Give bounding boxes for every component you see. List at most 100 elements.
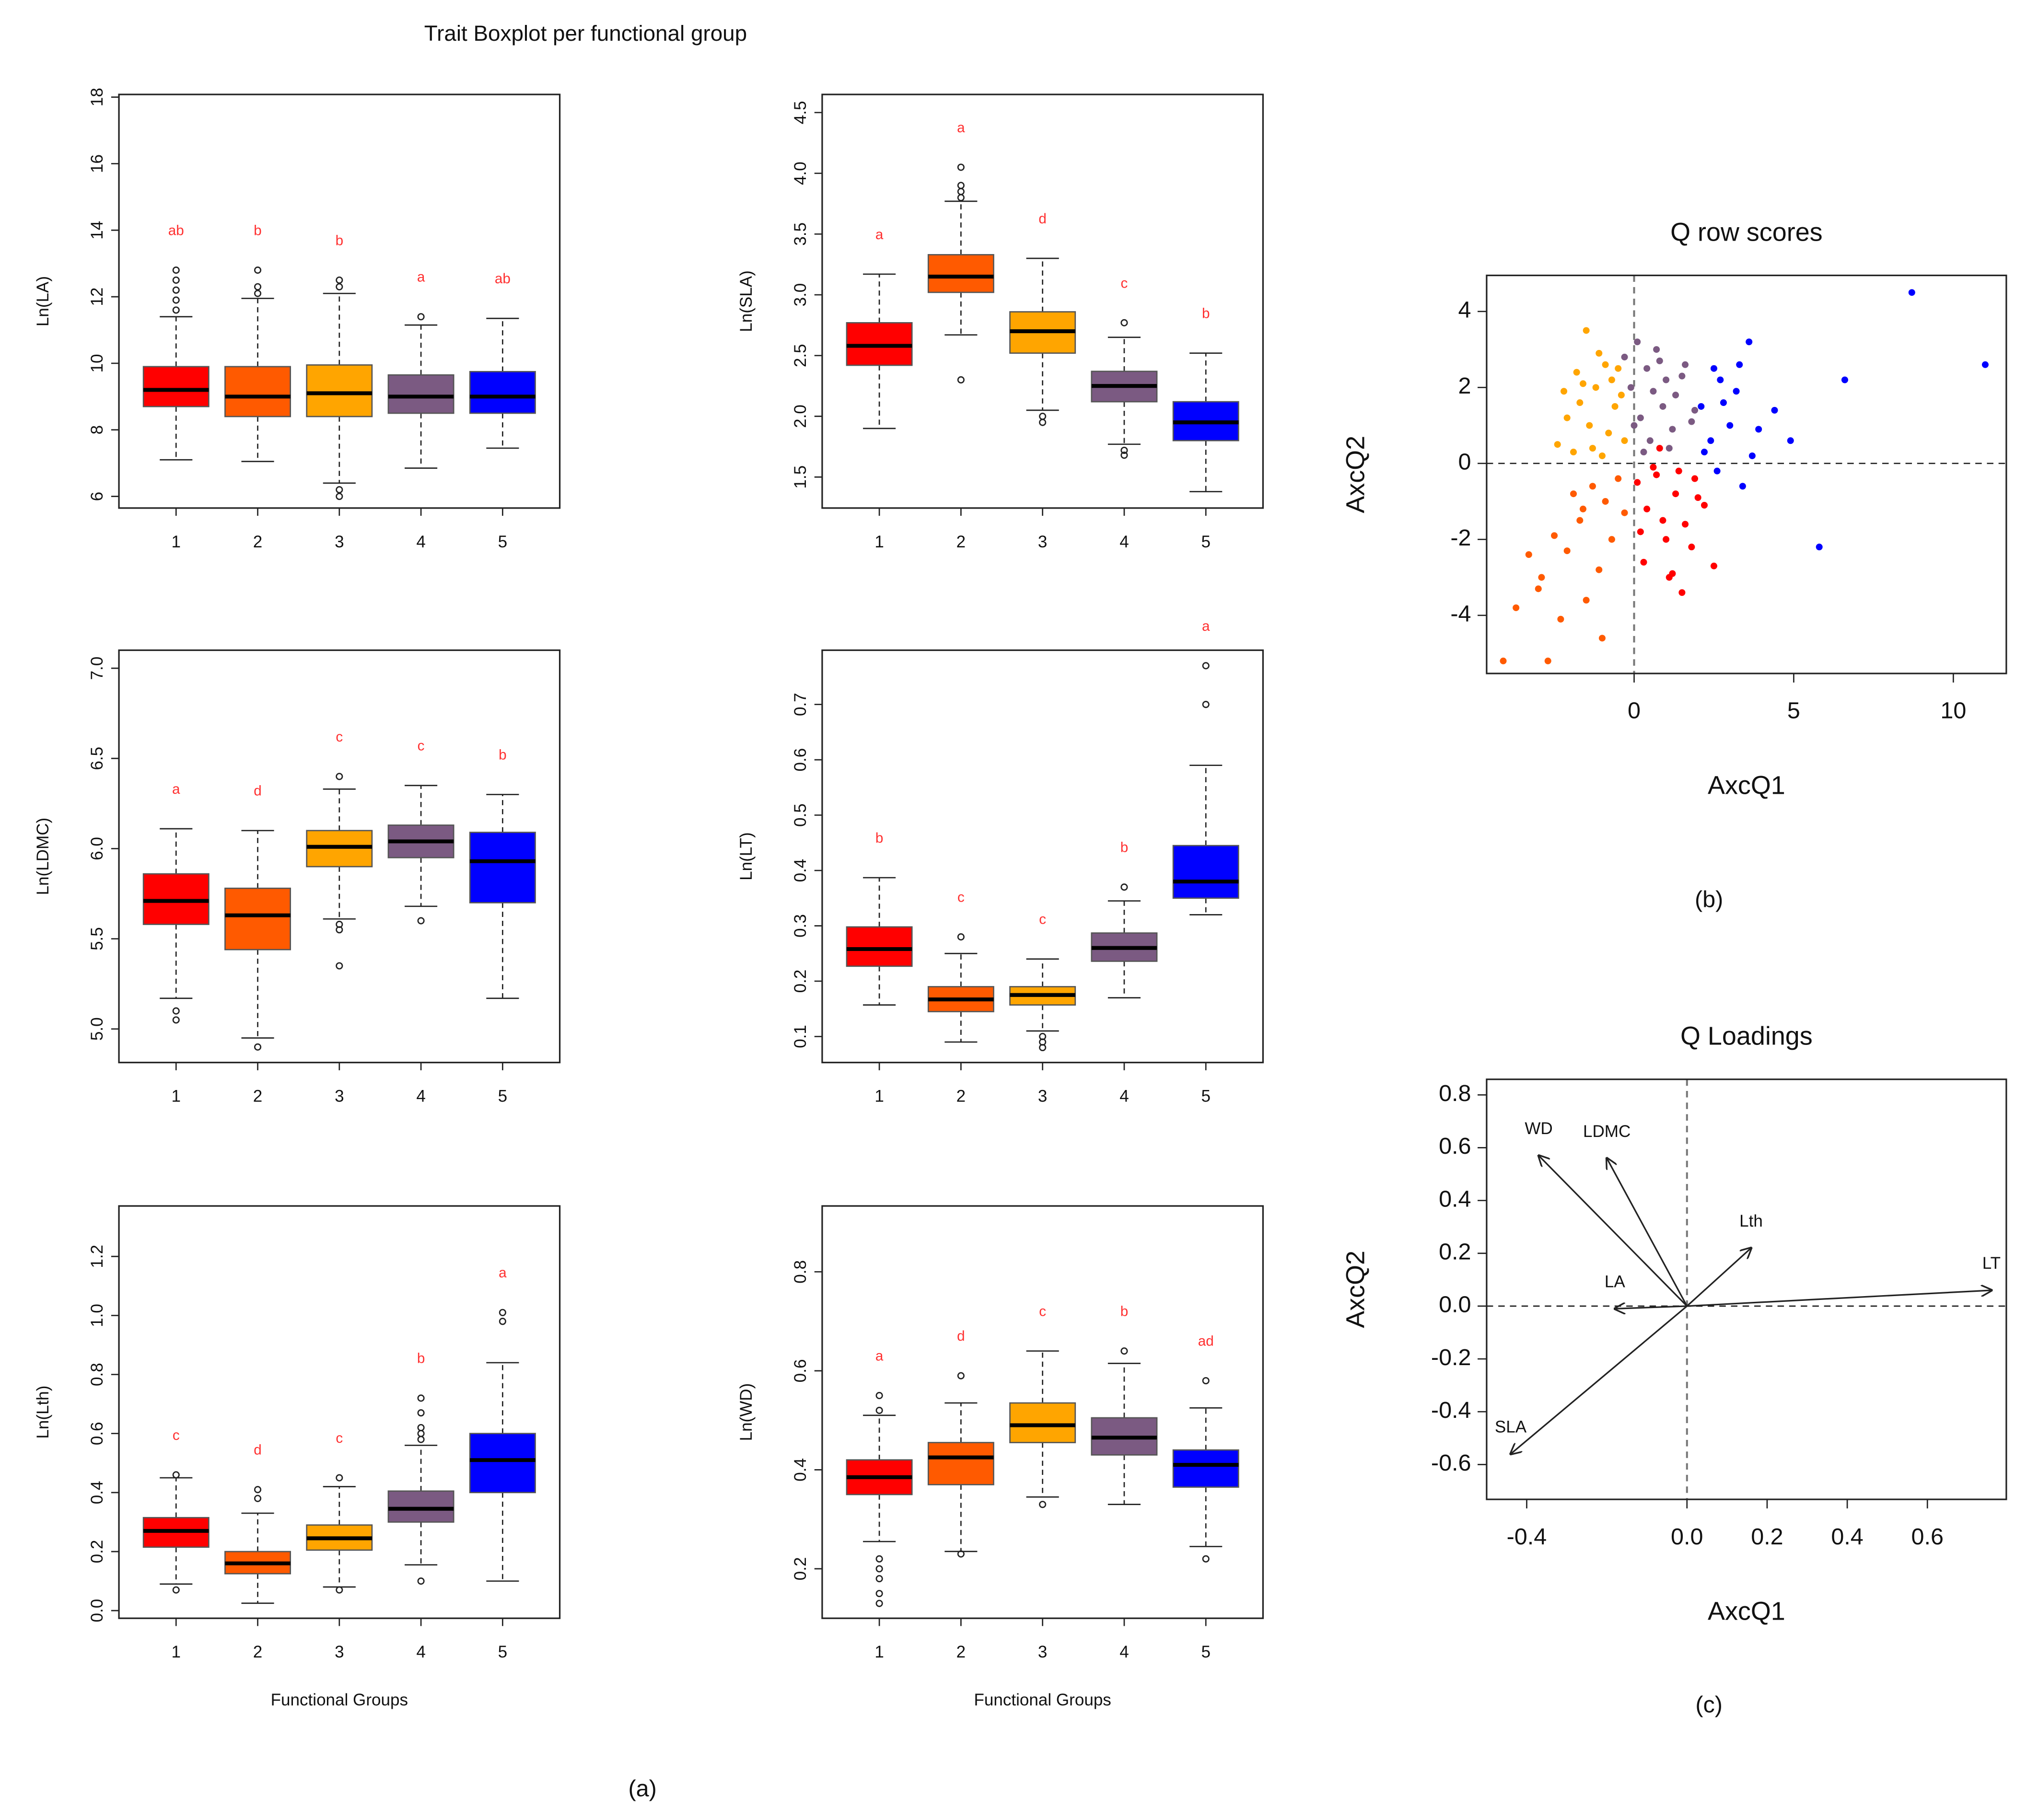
- outlier: [875, 1575, 883, 1583]
- y-axis-label: Ln(LDMC): [34, 818, 52, 895]
- outlier: [336, 493, 343, 500]
- point: [1621, 353, 1628, 360]
- plot-frame: [118, 649, 561, 1064]
- group-letter: a: [1202, 618, 1210, 634]
- point: [1669, 426, 1676, 433]
- x-axis-label: Functional Groups: [974, 1691, 1111, 1709]
- point: [1611, 403, 1619, 410]
- x-tick-label: 4: [416, 1087, 426, 1106]
- y-tick-label: 1.0: [88, 1304, 106, 1327]
- point: [1653, 346, 1660, 353]
- group-letter: d: [254, 1442, 262, 1458]
- y-tick-label: 4.5: [791, 101, 810, 124]
- box: [1009, 1402, 1076, 1443]
- y-tick-label: 4: [1458, 297, 1471, 323]
- x-tick-label: 3: [1038, 533, 1048, 551]
- point: [1672, 392, 1679, 399]
- point: [1602, 498, 1609, 505]
- y-axis-label: Ln(SLA): [737, 270, 756, 332]
- point: [1602, 361, 1609, 368]
- group-letter: d: [957, 1328, 965, 1344]
- x-tick-label: 1: [172, 1643, 181, 1661]
- group-letter: d: [254, 783, 262, 799]
- point: [1640, 449, 1647, 456]
- point: [1678, 372, 1686, 380]
- outlier: [957, 933, 965, 941]
- point: [1710, 562, 1717, 569]
- y-tick-label: 1.2: [88, 1245, 106, 1268]
- point: [1538, 574, 1545, 581]
- point: [1513, 604, 1520, 611]
- outlier: [1120, 452, 1128, 459]
- point: [1666, 445, 1673, 452]
- group-letter: b: [1202, 306, 1210, 322]
- loading-label: SLA: [1495, 1418, 1527, 1437]
- y-tick-label: 2: [1458, 373, 1471, 399]
- outlier: [172, 1586, 180, 1594]
- x-tick-label: 4: [1119, 533, 1129, 551]
- point: [1650, 464, 1657, 471]
- point: [1688, 418, 1695, 425]
- y-axis-label: Ln(Lth): [34, 1386, 52, 1439]
- group-letter: d: [1038, 211, 1047, 227]
- y-tick-label: 0.8: [88, 1363, 106, 1386]
- point: [1663, 536, 1670, 543]
- y-tick-label: -4: [1450, 601, 1471, 627]
- point: [1694, 494, 1701, 501]
- point: [1698, 403, 1705, 410]
- point: [1659, 517, 1666, 524]
- y-tick-label: 0.0: [1439, 1292, 1471, 1318]
- loading-label: Lth: [1739, 1212, 1763, 1230]
- point: [1627, 384, 1634, 391]
- box: [927, 254, 994, 293]
- outlier: [1039, 1501, 1047, 1508]
- plot-frame: [821, 1205, 1264, 1619]
- x-tick-label: 2: [253, 1643, 263, 1661]
- point: [1659, 403, 1666, 410]
- group-letter: ad: [1198, 1333, 1214, 1349]
- point: [1563, 414, 1571, 421]
- loading-arrow: [1511, 1305, 1688, 1454]
- point: [1573, 369, 1580, 376]
- point: [1710, 365, 1717, 372]
- outlier: [417, 917, 425, 925]
- x-tick-label: -0.4: [1507, 1524, 1547, 1550]
- box: [387, 1490, 454, 1523]
- point: [1598, 635, 1606, 642]
- y-tick-label: -0.4: [1431, 1397, 1471, 1423]
- point: [1675, 467, 1682, 475]
- point: [1618, 392, 1625, 399]
- point: [1576, 517, 1584, 524]
- x-tick-label: 4: [1119, 1643, 1129, 1661]
- y-tick-label: 4.0: [791, 162, 810, 185]
- outlier: [336, 276, 343, 284]
- x-tick-label: 2: [253, 1087, 263, 1106]
- point: [1589, 445, 1596, 452]
- point: [1841, 376, 1848, 383]
- point: [1663, 376, 1670, 383]
- box: [142, 366, 210, 407]
- y-tick-label: 0.5: [791, 803, 810, 827]
- group-letter: b: [417, 1351, 425, 1367]
- point: [1583, 327, 1590, 334]
- point: [1643, 365, 1651, 372]
- outlier: [336, 1474, 343, 1482]
- outlier: [172, 1471, 180, 1479]
- y-tick-label: 12: [88, 288, 106, 306]
- outlier: [1202, 1555, 1210, 1563]
- y-tick-label: 0.0: [88, 1599, 106, 1623]
- point: [1771, 406, 1778, 414]
- outlier: [1202, 701, 1210, 708]
- point: [1666, 574, 1673, 581]
- point: [1682, 521, 1689, 528]
- outlier: [417, 1394, 425, 1402]
- x-tick-label: 0.2: [1751, 1524, 1783, 1550]
- point: [1656, 445, 1663, 452]
- chart-title: Q row scores: [1670, 218, 1823, 247]
- x-tick-label: 10: [1940, 698, 1966, 724]
- point: [1701, 449, 1708, 456]
- point: [1586, 422, 1593, 429]
- outlier: [1120, 883, 1128, 891]
- outlier: [957, 1372, 965, 1379]
- outlier: [336, 920, 343, 928]
